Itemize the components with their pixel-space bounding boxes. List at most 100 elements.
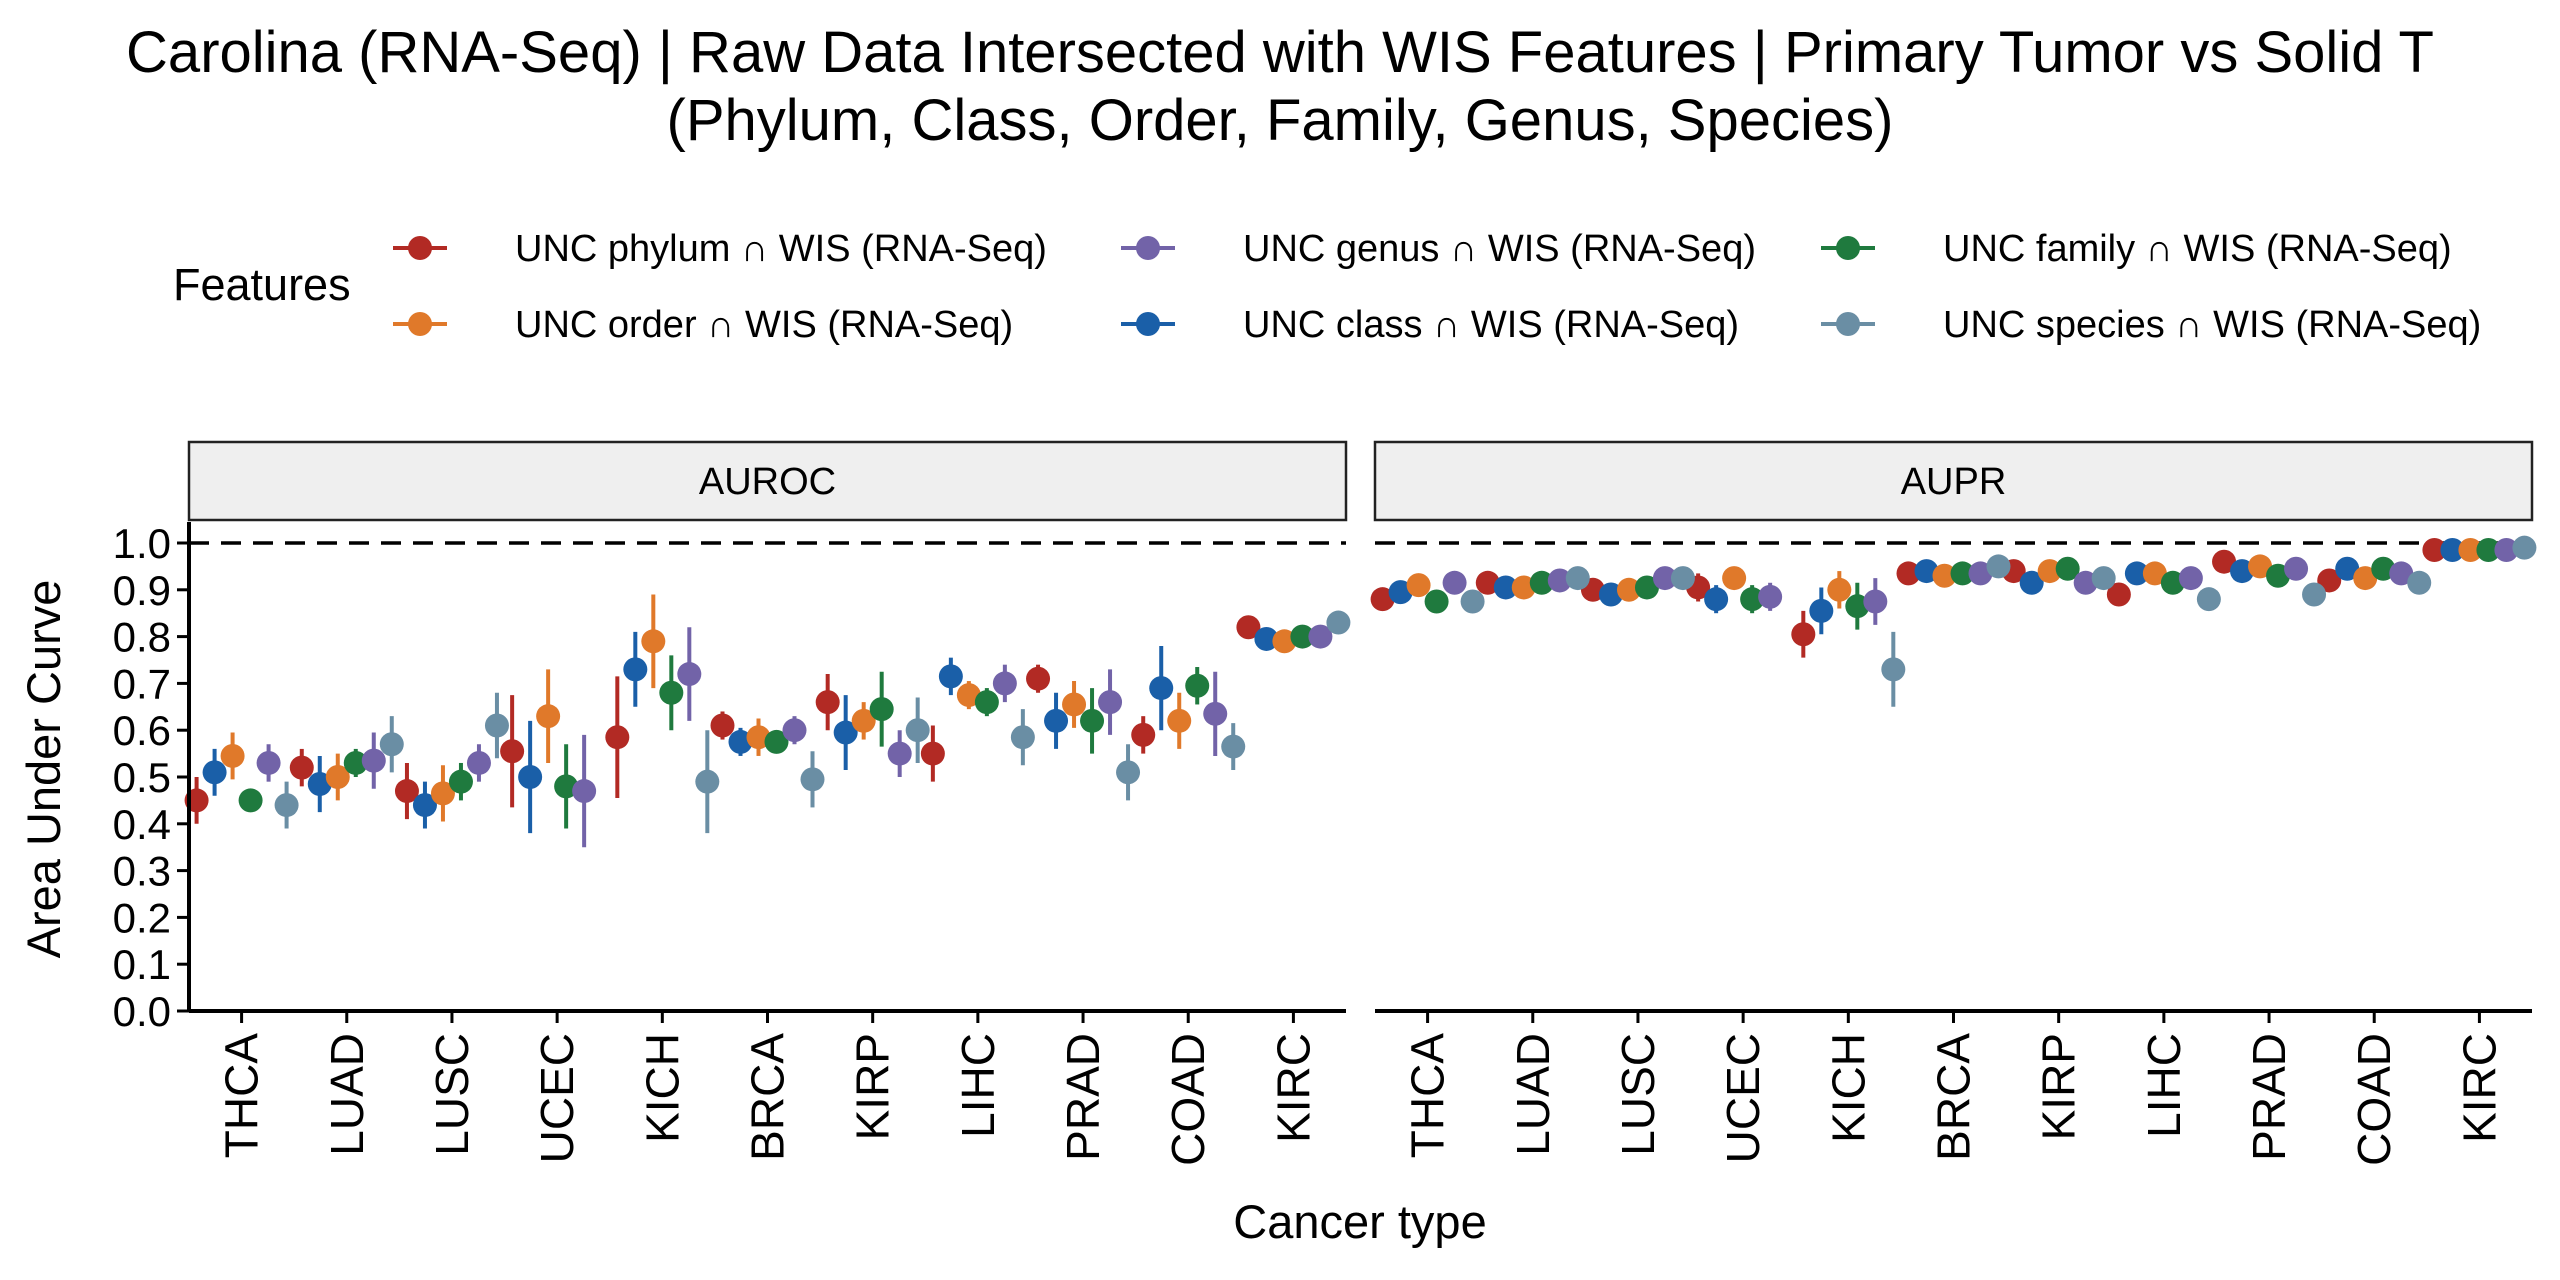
data-point-auroc-thca	[274, 793, 299, 818]
legend-label-unc-family-wis-rna-seq: UNC family ∩ WIS (RNA-Seq)	[1943, 228, 2452, 270]
data-point-aupr-kirc	[2476, 538, 2501, 563]
data-point-auroc-ucec	[518, 765, 543, 789]
data-point-aupr-prad	[2248, 554, 2273, 579]
data-point-aupr-lusc	[1598, 582, 1623, 607]
data-point-auroc-lusc	[412, 793, 437, 818]
data-point-auroc-prad	[1044, 708, 1069, 733]
data-point-auroc-lusc	[430, 781, 455, 806]
data-point-aupr-kich	[1827, 577, 1852, 602]
x-tick-label-aupr-kirp: KIRP	[2033, 1033, 2085, 1140]
x-tick-label-auroc-coad: COAD	[1162, 1033, 1214, 1166]
data-point-auroc-coad	[1185, 673, 1210, 698]
data-point-auroc-kich	[623, 657, 648, 682]
data-point-aupr-lusc	[1634, 575, 1659, 600]
series-unc-species-wis-rna-seq-auroc	[274, 610, 1351, 834]
data-point-aupr-ucec	[1722, 566, 1747, 591]
data-point-aupr-thca	[1406, 573, 1431, 598]
x-tick-label-auroc-lihc: LIHC	[952, 1033, 1004, 1138]
data-point-auroc-lihc	[992, 671, 1017, 696]
data-point-auroc-brca	[800, 767, 825, 792]
y-tick-label-0-7: 0.7	[113, 660, 171, 707]
data-point-aupr-lusc	[1616, 577, 1641, 602]
data-point-aupr-luad	[1565, 566, 1590, 591]
x-tick-label-auroc-lusc: LUSC	[426, 1033, 478, 1156]
data-point-aupr-lihc	[2142, 561, 2167, 586]
x-axis-title: Cancer type	[1233, 1195, 1486, 1248]
data-point-aupr-brca	[1896, 561, 1921, 586]
series-unc-family-wis-rna-seq-aupr	[1424, 538, 2501, 630]
data-point-aupr-lihc	[2160, 570, 2185, 595]
data-point-auroc-prad	[1080, 708, 1105, 733]
data-point-auroc-brca	[746, 725, 771, 750]
data-point-aupr-kirc	[2512, 535, 2537, 560]
legend-key-unc-genus-wis-rna-seq-point	[1136, 236, 1160, 260]
data-point-auroc-ucec	[500, 739, 525, 764]
data-point-aupr-coad	[2407, 570, 2432, 595]
x-tick-label-auroc-ucec: UCEC	[531, 1033, 583, 1163]
x-tick-label-aupr-prad: PRAD	[2243, 1033, 2295, 1161]
data-point-auroc-prad	[1098, 690, 1123, 715]
x-tick-label-auroc-brca: BRCA	[742, 1033, 794, 1161]
data-point-aupr-lihc	[2178, 566, 2203, 591]
data-point-auroc-prad	[1062, 692, 1087, 717]
data-point-auroc-kirc	[1236, 615, 1261, 640]
data-point-auroc-lihc	[956, 683, 981, 708]
legend-label-unc-phylum-wis-rna-seq: UNC phylum ∩ WIS (RNA-Seq)	[515, 228, 1047, 270]
legend-key-unc-order-wis-rna-seq-point	[408, 312, 432, 336]
data-point-auroc-kirp	[851, 708, 876, 733]
series-unc-class-wis-rna-seq-aupr	[1388, 538, 2465, 635]
data-point-aupr-kirp	[2091, 566, 2116, 591]
data-point-auroc-kirp	[833, 720, 858, 745]
facet-strip-auroc	[187, 440, 1348, 522]
data-point-aupr-coad	[2335, 556, 2360, 581]
data-point-auroc-luad	[307, 772, 332, 797]
data-point-auroc-kich	[605, 725, 630, 750]
facet-aupr: AUPR THCA LUAD LUSC UCEC KICH BRCA KIRP LIHC PRAD…	[1370, 440, 2537, 1166]
facet-strip-aupr	[1373, 440, 2534, 522]
data-point-aupr-thca	[1388, 580, 1413, 605]
data-point-auroc-prad	[1116, 760, 1141, 785]
legend-label-unc-class-wis-rna-seq: UNC class ∩ WIS (RNA-Seq)	[1243, 304, 1739, 346]
data-point-aupr-luad	[1547, 568, 1572, 593]
data-point-auroc-kirp	[815, 690, 840, 715]
y-tick-label-0-2: 0.2	[113, 894, 171, 941]
series-unc-phylum-wis-rna-seq-aupr	[1370, 538, 2447, 658]
data-point-aupr-thca	[1442, 570, 1467, 595]
y-tick-label-0-3: 0.3	[113, 848, 171, 895]
data-point-auroc-brca	[782, 718, 807, 743]
data-point-auroc-coad	[1167, 708, 1192, 733]
data-point-auroc-luad	[361, 748, 386, 773]
data-point-aupr-brca	[1968, 561, 1993, 586]
data-point-auroc-luad	[379, 732, 404, 757]
data-point-aupr-brca	[1914, 559, 1939, 584]
data-point-aupr-brca	[1950, 561, 1975, 586]
x-tick-label-aupr-kirc: KIRC	[2453, 1033, 2505, 1143]
data-point-auroc-lihc	[974, 690, 999, 715]
data-point-auroc-coad	[1203, 701, 1228, 726]
data-point-aupr-prad	[2302, 582, 2327, 607]
y-tick-label-0-4: 0.4	[113, 801, 171, 848]
legend-key-unc-class-wis-rna-seq-point	[1136, 312, 1160, 336]
legend-key-unc-species-wis-rna-seq-point	[1836, 312, 1860, 336]
data-point-aupr-coad	[2389, 561, 2414, 586]
x-tick-label-auroc-thca: THCA	[216, 1033, 268, 1159]
data-point-auroc-brca	[710, 713, 735, 738]
data-point-auroc-coad	[1149, 676, 1174, 701]
data-point-auroc-kich	[641, 629, 666, 654]
x-tick-label-auroc-prad: PRAD	[1057, 1033, 1109, 1161]
data-point-aupr-ucec	[1740, 587, 1765, 612]
x-tick-label-aupr-thca: THCA	[1402, 1033, 1454, 1159]
x-tick-label-auroc-kich: KICH	[636, 1033, 688, 1143]
x-tick-label-aupr-brca: BRCA	[1928, 1033, 1980, 1161]
data-point-auroc-lihc	[1010, 725, 1035, 750]
data-point-aupr-prad	[2266, 563, 2291, 588]
data-point-aupr-kirc	[2494, 538, 2519, 563]
data-point-auroc-lusc	[466, 750, 491, 775]
data-point-aupr-lusc	[1652, 566, 1677, 591]
data-point-aupr-coad	[2317, 568, 2342, 593]
x-tick-label-aupr-lusc: LUSC	[1612, 1033, 1664, 1156]
y-tick-label-0-9: 0.9	[113, 567, 171, 614]
data-point-aupr-thca	[1370, 587, 1395, 612]
data-point-auroc-thca	[220, 743, 245, 768]
data-point-auroc-kirc	[1326, 610, 1351, 635]
